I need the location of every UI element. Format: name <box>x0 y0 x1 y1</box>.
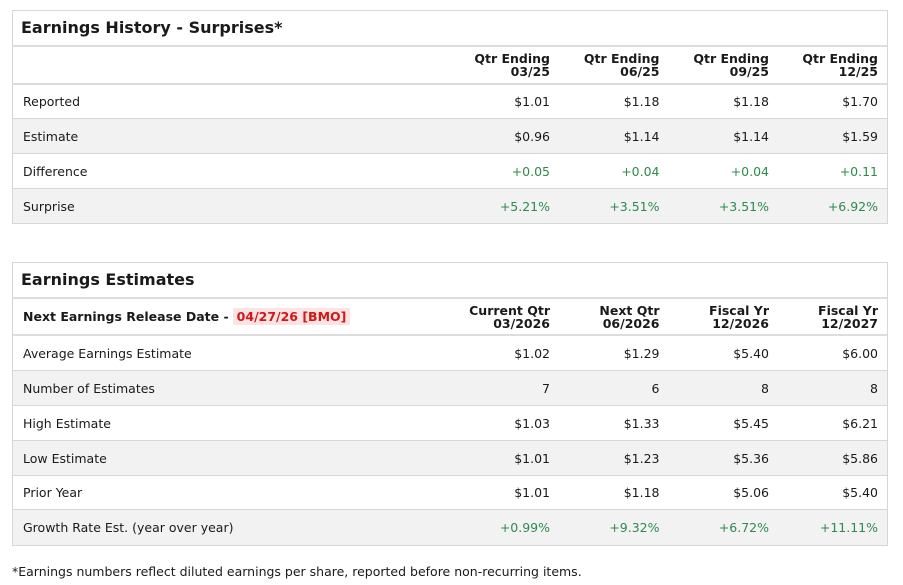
cell-value: $1.29 <box>623 345 660 361</box>
cell-value: $5.45 <box>733 415 769 431</box>
column-header-line: Qtr Ending <box>802 51 878 66</box>
cell-value: $1.33 <box>623 415 660 431</box>
cell-value: $5.86 <box>842 450 878 466</box>
cell-value: +0.11 <box>839 163 878 179</box>
table-row: Difference +0.05 +0.04 +0.04 +0.11 <box>13 154 887 189</box>
cell-value: $1.14 <box>623 128 660 144</box>
cell-value: +6.72% <box>718 520 769 535</box>
column-header: Fiscal Yr 12/2026 <box>660 302 769 331</box>
cell-value: $6.00 <box>842 345 878 361</box>
table-row: Average Earnings Estimate $1.02 $1.29 $5.40… <box>13 336 887 371</box>
cell-value: 8 <box>761 380 769 396</box>
cell-value: $1.23 <box>623 450 660 466</box>
earnings-estimates-title: Earnings Estimates <box>13 263 887 299</box>
cell-value: $6.21 <box>842 415 878 431</box>
column-header: Fiscal Yr 12/2027 <box>769 304 887 330</box>
cell-value: +6.92% <box>827 198 878 214</box>
column-header: Qtr Ending 06/25 <box>550 52 660 78</box>
table-row: Estimate $0.96 $1.14 $1.14 $1.59 <box>13 119 887 154</box>
cell-value: +5.21% <box>499 198 550 214</box>
next-release: Next Earnings Release Date -04/27/26 [BM… <box>13 308 441 325</box>
table-row: Reported $1.01 $1.18 $1.18 $1.70 <box>13 85 887 119</box>
column-header: Current Qtr 03/2026 <box>441 302 550 331</box>
row-label: Surprise <box>23 198 75 214</box>
row-label: Low Estimate <box>23 450 107 466</box>
row-label: Estimate <box>23 128 79 144</box>
earnings-history-title: Earnings History - Surprises* <box>13 11 887 47</box>
cell-value: +0.05 <box>511 163 550 179</box>
table-row: Number of Estimates 7 6 8 8 <box>13 371 887 406</box>
cell-value: $1.18 <box>623 485 660 500</box>
column-header: Qtr Ending 09/25 <box>660 51 769 79</box>
cell-value: 6 <box>651 380 660 396</box>
table-row: Surprise +5.21% +3.51% +3.51% +6.92% <box>13 189 887 223</box>
column-header-line: Fiscal Yr <box>818 302 878 318</box>
table-row: Growth Rate Est. (year over year) +0.99% +… <box>13 510 887 545</box>
column-header-line: Qtr Ending <box>693 51 769 66</box>
cell-value: $5.40 <box>842 485 878 500</box>
earnings-estimates-table: Earnings Estimates Next Earnings Release… <box>12 262 888 546</box>
column-header-line: 12/2027 <box>821 315 878 331</box>
column-header-line: Qtr Ending <box>583 51 660 66</box>
cell-value: +3.51% <box>718 198 769 214</box>
cell-value: +0.99% <box>499 520 550 535</box>
column-header-line: Fiscal Yr <box>709 302 769 318</box>
cell-value: +0.04 <box>730 163 769 179</box>
cell-value: 7 <box>542 380 550 396</box>
cell-value: +11.11% <box>819 520 878 535</box>
row-label: Prior Year <box>23 485 83 500</box>
column-header: Qtr Ending 03/25 <box>441 51 550 79</box>
row-label: Difference <box>23 163 88 179</box>
cell-value: +9.32% <box>609 520 660 535</box>
cell-value: $1.70 <box>842 94 878 109</box>
table-row: High Estimate $1.03 $1.33 $5.45 $6.21 <box>13 406 887 441</box>
cell-value: $1.01 <box>514 94 550 109</box>
column-header-line: 03/25 <box>510 64 550 79</box>
table-row: Low Estimate $1.01 $1.23 $5.36 $5.86 <box>13 441 887 476</box>
column-header-line: 12/25 <box>838 64 878 79</box>
release-label: Next Earnings Release Date - <box>23 309 229 324</box>
column-header-line: 03/2026 <box>493 315 550 331</box>
cell-value: 8 <box>870 380 878 396</box>
cell-value: $5.06 <box>733 485 769 500</box>
cell-value: $1.18 <box>733 94 769 109</box>
header-row: Qtr Ending 03/25 Qtr Ending 06/25 Qtr Ending… <box>13 47 887 85</box>
column-header-line: Qtr Ending <box>474 51 550 66</box>
row-label: Reported <box>23 94 81 109</box>
row-label: High Estimate <box>23 415 111 431</box>
cell-value: +0.04 <box>621 163 660 179</box>
column-header: Qtr Ending 12/25 <box>769 52 887 78</box>
cell-value: $1.03 <box>514 415 550 431</box>
release-date-badge: 04/27/26 [BMO] <box>232 308 351 325</box>
footnote: *Earnings numbers reflect diluted earnin… <box>12 564 582 579</box>
cell-value: $5.36 <box>733 450 769 466</box>
column-header-line: Next Qtr <box>599 302 660 318</box>
cell-value: $0.96 <box>514 128 550 144</box>
cell-value: $1.01 <box>514 450 550 466</box>
cell-value: $1.18 <box>623 94 660 109</box>
row-label: Average Earnings Estimate <box>23 345 192 361</box>
column-header-line: 06/25 <box>620 64 660 79</box>
column-header-line: 12/2026 <box>712 315 769 331</box>
cell-value: +3.51% <box>609 198 660 214</box>
earnings-history-table: Earnings History - Surprises* Qtr Ending… <box>12 10 888 224</box>
table-row: Prior Year $1.01 $1.18 $5.06 $5.40 <box>13 476 887 510</box>
header-row: Next Earnings Release Date -04/27/26 [BM… <box>13 299 887 336</box>
row-label: Growth Rate Est. (year over year) <box>23 520 234 535</box>
column-header: Next Qtr 06/2026 <box>550 302 660 331</box>
cell-value: $1.14 <box>733 128 769 144</box>
cell-value: $1.02 <box>514 345 550 361</box>
cell-value: $1.01 <box>514 485 550 500</box>
column-header-line: Current Qtr <box>469 302 550 318</box>
column-header-line: 06/2026 <box>602 315 660 331</box>
column-header-line: 09/25 <box>729 64 769 79</box>
cell-value: $5.40 <box>733 345 769 361</box>
row-label: Number of Estimates <box>23 380 155 396</box>
cell-value: $1.59 <box>842 128 878 144</box>
